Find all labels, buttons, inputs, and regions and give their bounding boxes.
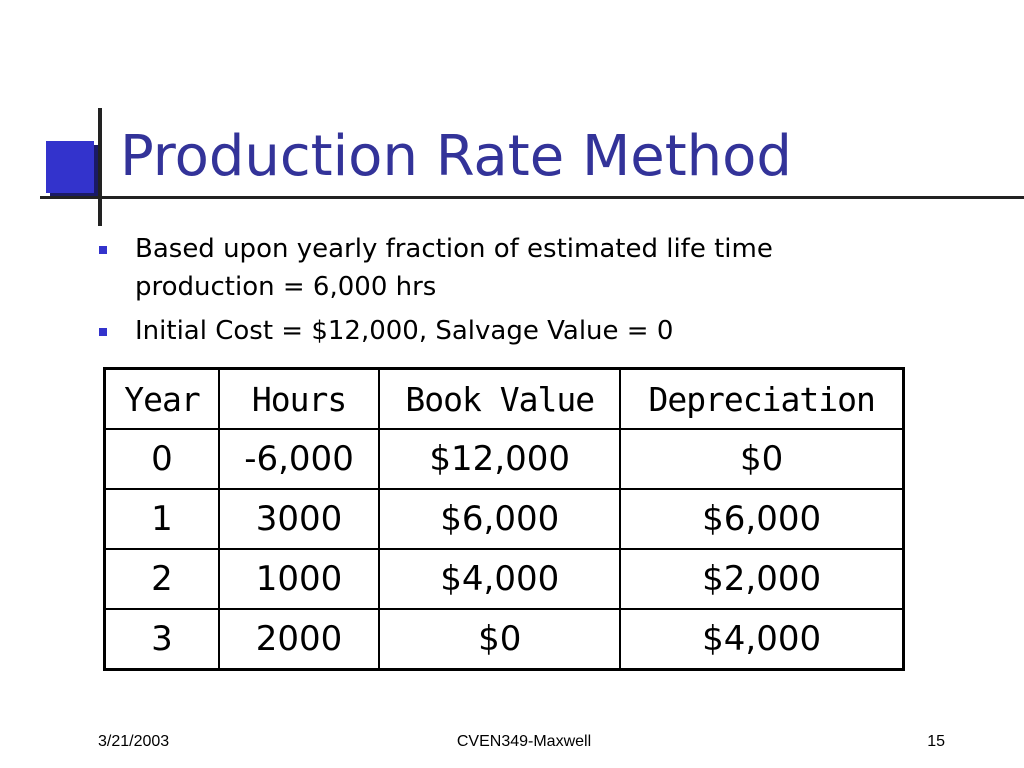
- table-row: 2 1000 $4,000 $2,000: [103, 548, 905, 610]
- table-header-row: Year Hours Book Value Depreciation: [103, 367, 905, 430]
- bullet-item-lifetime-production: Based upon yearly fraction of estimated …: [95, 230, 895, 306]
- title-horizontal-rule: [40, 196, 1024, 199]
- square-bullet-icon: [99, 246, 107, 254]
- cell-year: 1: [103, 488, 220, 550]
- footer-date: 3/21/2003: [98, 733, 170, 750]
- cell-depreciation: $4,000: [619, 608, 905, 671]
- bullet-text-line: Based upon yearly fraction of estimated …: [135, 234, 773, 264]
- cell-hours: 3000: [217, 488, 381, 550]
- cell-book-value: $12,000: [378, 428, 622, 490]
- title-accent-square: [46, 141, 94, 193]
- cell-year: 2: [103, 548, 220, 610]
- cell-year: 3: [103, 608, 220, 671]
- cell-depreciation: $6,000: [619, 488, 905, 550]
- square-bullet-icon: [99, 328, 107, 336]
- column-header-book-value: Book Value: [378, 367, 622, 430]
- table-row: 1 3000 $6,000 $6,000: [103, 488, 905, 550]
- table-row: 0 -6,000 $12,000 $0: [103, 428, 905, 490]
- cell-year: 0: [103, 428, 220, 490]
- bullet-item-initial-cost: Initial Cost = $12,000, Salvage Value = …: [95, 312, 895, 350]
- bullet-text-line: Initial Cost = $12,000, Salvage Value = …: [135, 316, 674, 346]
- bullet-list: Based upon yearly fraction of estimated …: [95, 230, 895, 356]
- cell-hours: 2000: [217, 608, 381, 671]
- cell-book-value: $4,000: [378, 548, 622, 610]
- table-row: 3 2000 $0 $4,000: [103, 608, 905, 671]
- slide-title: Production Rate Method: [120, 124, 792, 189]
- cell-book-value: $0: [378, 608, 622, 671]
- column-header-year: Year: [103, 367, 220, 430]
- cell-depreciation: $0: [619, 428, 905, 490]
- footer-page-number: 15: [927, 733, 945, 750]
- cell-depreciation: $2,000: [619, 548, 905, 610]
- bullet-text-line: production = 6,000 hrs: [135, 272, 437, 302]
- footer-author: CVEN349-Maxwell: [456, 733, 592, 750]
- column-header-hours: Hours: [217, 367, 381, 430]
- title-vertical-rule: [98, 108, 102, 226]
- cell-hours: -6,000: [217, 428, 381, 490]
- cell-hours: 1000: [217, 548, 381, 610]
- column-header-depreciation: Depreciation: [619, 367, 905, 430]
- depreciation-table: Year Hours Book Value Depreciation 0 -6,…: [103, 367, 905, 671]
- cell-book-value: $6,000: [378, 488, 622, 550]
